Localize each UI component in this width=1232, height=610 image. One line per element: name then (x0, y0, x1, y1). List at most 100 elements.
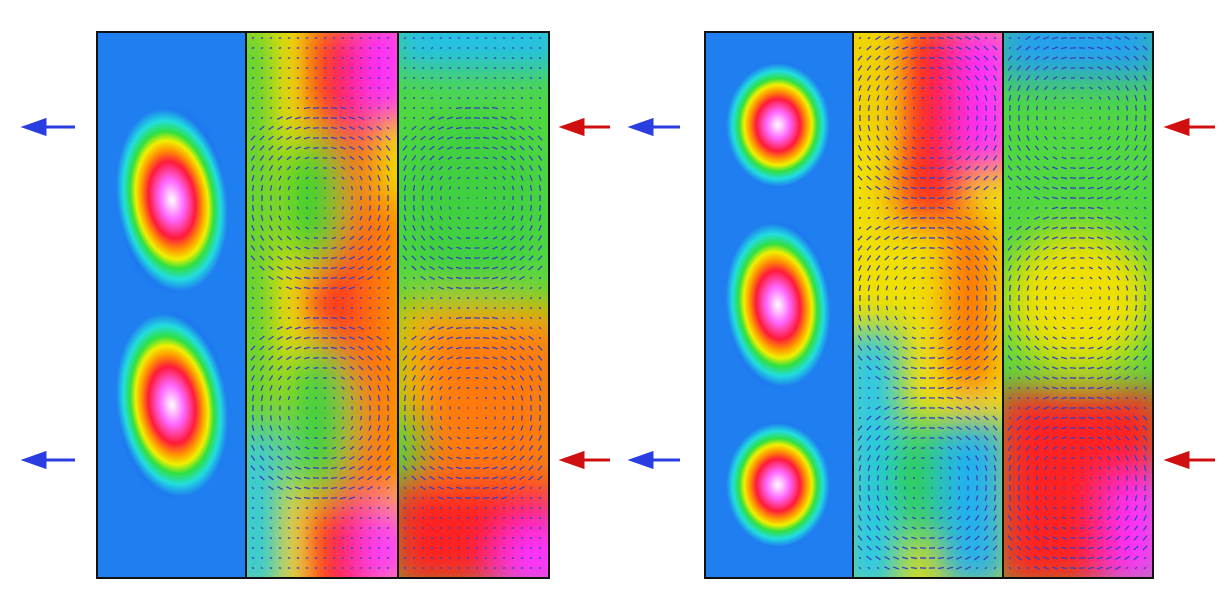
vector (439, 205, 443, 211)
vector (893, 176, 899, 180)
vector (250, 155, 256, 161)
vector (455, 106, 463, 110)
field-blob (116, 313, 228, 497)
vector (1089, 136, 1093, 140)
vector (1080, 127, 1084, 129)
vector (251, 286, 255, 290)
vector (277, 475, 283, 481)
vector (377, 506, 381, 510)
vector (966, 275, 970, 281)
vector (511, 547, 515, 549)
vector (340, 146, 346, 150)
vector (893, 75, 899, 81)
vector (340, 246, 346, 250)
vector (1016, 255, 1022, 261)
vector (421, 106, 425, 110)
vector (857, 75, 863, 81)
vector (402, 245, 408, 251)
vector (1052, 146, 1058, 150)
vector (1143, 454, 1147, 462)
vector (420, 455, 426, 461)
vector (1025, 415, 1031, 421)
vector (975, 325, 979, 331)
vector (1061, 146, 1067, 150)
vector (939, 136, 943, 140)
vector (538, 566, 542, 570)
vector (1062, 326, 1066, 330)
vector (1124, 365, 1130, 371)
vector (1034, 365, 1040, 371)
vector (340, 356, 346, 360)
vector (974, 345, 980, 351)
vector (446, 336, 454, 340)
vector (1143, 515, 1147, 521)
vector (937, 566, 945, 570)
vector (250, 235, 256, 241)
vector (1016, 55, 1022, 61)
vector (386, 434, 390, 442)
vector (528, 135, 534, 141)
vector (483, 146, 489, 150)
vector (1061, 156, 1067, 160)
field-panel (247, 32, 397, 578)
vector (359, 415, 363, 421)
vector (1007, 65, 1013, 71)
vector (911, 156, 917, 160)
vector (1034, 445, 1040, 451)
vector (993, 196, 997, 200)
vector (519, 155, 525, 161)
vector (251, 76, 255, 80)
vector (294, 326, 302, 330)
vector (259, 455, 265, 461)
vector (1125, 105, 1129, 111)
vector (403, 106, 407, 110)
vector (1088, 76, 1094, 80)
vector (491, 486, 499, 490)
vector (867, 206, 871, 210)
vector (956, 145, 962, 151)
vector (493, 386, 497, 390)
vector (429, 345, 435, 351)
vector (901, 566, 909, 570)
vector (501, 256, 507, 260)
vector (876, 465, 880, 471)
vector (1098, 496, 1102, 500)
vector (520, 536, 524, 540)
vector (287, 87, 291, 89)
vector (483, 376, 489, 380)
vector (1106, 75, 1112, 81)
vector (1096, 406, 1104, 410)
vector (277, 155, 283, 161)
vector (1009, 104, 1011, 112)
vector (269, 86, 273, 90)
vector (339, 126, 347, 130)
vector (866, 225, 872, 231)
vector (439, 97, 443, 99)
vector (1133, 555, 1139, 561)
vector (359, 296, 363, 300)
vector (250, 465, 256, 471)
vector (412, 384, 416, 392)
vector (403, 86, 407, 90)
vector (948, 466, 952, 470)
vector (903, 276, 907, 280)
vector (1096, 176, 1104, 180)
vector (1105, 186, 1113, 190)
vector (348, 126, 356, 130)
vector (385, 345, 391, 351)
vector (251, 486, 255, 490)
vector (920, 427, 926, 429)
vector (1124, 375, 1130, 381)
vector (1034, 545, 1040, 551)
vector (429, 245, 435, 251)
vector (287, 415, 291, 421)
vector (1017, 36, 1021, 40)
vector (965, 515, 971, 521)
vector (1008, 464, 1012, 472)
vector (386, 76, 390, 80)
vector (937, 236, 945, 240)
vector (367, 275, 373, 281)
vector (1116, 455, 1120, 461)
vector (1035, 475, 1039, 481)
vector (500, 266, 508, 270)
